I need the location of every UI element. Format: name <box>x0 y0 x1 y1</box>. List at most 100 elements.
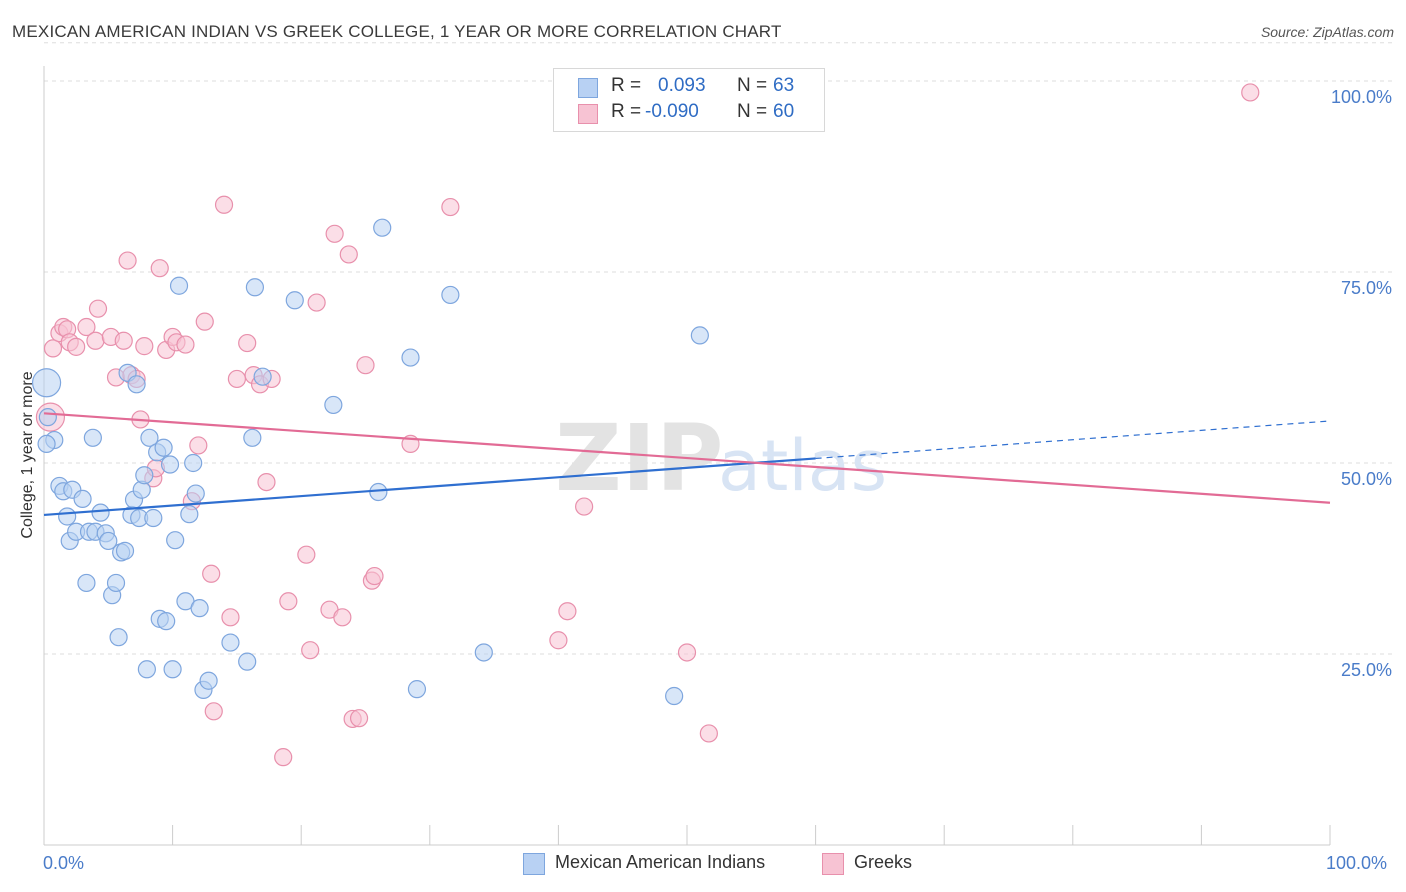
mexican-american-indians-point <box>31 368 62 398</box>
greeks-point <box>549 631 568 650</box>
x-tick-label-100: 100.0% <box>1326 853 1388 873</box>
greeks-point <box>189 436 208 455</box>
greeks-point <box>677 643 697 662</box>
stats-row-pink: R = -0.090 N = 60 <box>554 101 824 127</box>
mexican-american-indians-point <box>140 428 159 447</box>
r-label: R = <box>611 75 642 96</box>
mexican-american-indians-point <box>135 466 154 485</box>
greeks-point <box>279 592 298 611</box>
x-tick-label-0: 0.0% <box>43 853 85 873</box>
pink-swatch-icon <box>822 853 844 875</box>
legend-label: Mexican American Indians <box>555 852 766 872</box>
mexican-american-indians-point <box>245 278 265 297</box>
blue-trend-extension <box>815 420 1331 460</box>
greeks-point <box>195 312 214 331</box>
mexican-american-indians-point <box>58 507 77 526</box>
greeks-point <box>349 709 369 728</box>
mexican-american-indians-point <box>221 633 240 652</box>
greeks-point <box>257 473 276 492</box>
mexican-american-indians-point <box>91 503 110 522</box>
pink-swatch-icon <box>578 104 598 124</box>
mexican-american-indians-point <box>109 628 128 647</box>
mexican-american-indians-point <box>154 438 173 457</box>
r-value: -0.090 <box>645 101 699 122</box>
y-tick-label-50: 50.0% <box>1340 469 1392 489</box>
greeks-point <box>558 602 577 621</box>
source-label: Source: ZipAtlas.com <box>1260 24 1394 40</box>
greeks-point <box>221 608 240 627</box>
y-axis-label: College, 1 year or more <box>19 371 36 539</box>
greeks-point <box>118 251 137 270</box>
legend-label: Greeks <box>854 852 913 872</box>
n-label: N = <box>737 75 768 96</box>
n-value: 60 <box>773 101 795 122</box>
mexican-american-indians-point <box>163 660 182 679</box>
greeks-point <box>333 608 352 627</box>
mexican-american-indians-points <box>31 218 709 706</box>
n-value: 63 <box>773 75 795 96</box>
mexican-american-indians-point <box>77 573 96 593</box>
chart-title: MEXICAN AMERICAN INDIAN VS GREEK COLLEGE… <box>12 22 782 41</box>
mexican-american-indians-point <box>369 482 388 502</box>
n-label: N = <box>737 101 768 122</box>
mexican-american-indians-point <box>690 326 709 345</box>
greeks-point <box>274 748 293 767</box>
mexican-american-indians-point <box>238 652 257 671</box>
greeks-point <box>77 317 96 337</box>
mexican-american-indians-point <box>253 367 272 386</box>
mexican-american-indians-point <box>184 453 203 473</box>
mexican-american-indians-point <box>99 531 118 551</box>
greeks-point <box>204 702 223 721</box>
greeks-point <box>86 331 105 350</box>
greeks-point <box>43 339 63 358</box>
blue-trend-line <box>43 457 816 517</box>
greeks-point <box>135 337 154 356</box>
mexican-american-indians-point <box>115 541 135 560</box>
greeks-point <box>575 497 594 516</box>
greeks-point <box>307 293 326 312</box>
stats-box: R = 0.093 N = 63 R = -0.090 N = 60 <box>553 68 825 132</box>
mexican-american-indians-point <box>127 375 146 394</box>
mexican-american-indians-point <box>38 408 57 427</box>
mexican-american-indians-point <box>160 455 180 474</box>
greeks-point <box>339 245 358 264</box>
greeks-point <box>176 335 195 354</box>
r-value: 0.093 <box>658 75 706 96</box>
pink-trend-line <box>43 412 1331 504</box>
greeks-point <box>1241 83 1260 102</box>
mexican-american-indians-point <box>407 680 427 699</box>
greeks-point <box>227 369 246 389</box>
stats-row-blue: R = 0.093 N = 63 <box>554 75 824 101</box>
mexican-american-indians-point <box>285 291 304 310</box>
greeks-point <box>88 299 108 318</box>
blue-swatch-icon <box>523 853 545 875</box>
r-label: R = <box>611 101 642 122</box>
mexican-american-indians-point <box>180 505 199 524</box>
mexican-american-indians-point <box>199 671 218 690</box>
mexican-american-indians-point <box>401 348 420 367</box>
greeks-point <box>325 224 344 243</box>
mexican-american-indians-point <box>166 531 185 550</box>
mexican-american-indians-point <box>137 660 156 679</box>
greeks-point <box>301 641 320 660</box>
mexican-american-indians-point <box>186 484 205 503</box>
mexican-american-indians-point <box>373 218 392 237</box>
mexican-american-indians-point <box>169 276 189 295</box>
y-tick-label-75: 75.0% <box>1340 278 1392 298</box>
greeks-point <box>114 331 133 350</box>
mexican-american-indians-point <box>73 489 92 509</box>
greeks-point <box>297 545 316 564</box>
mexican-american-indians-point <box>83 428 102 447</box>
mexican-american-indians-point <box>157 612 176 631</box>
y-tick-label-100: 100.0% <box>1330 87 1392 107</box>
mexican-american-indians-point <box>474 643 493 662</box>
mexican-american-indians-point <box>243 428 262 447</box>
mexican-american-indians-point <box>144 508 163 528</box>
greeks-point <box>202 564 221 583</box>
mexican-american-indians-point <box>665 686 684 706</box>
greeks-point <box>238 333 257 353</box>
mexican-american-indians-point <box>106 573 126 593</box>
mexican-american-indians-point <box>441 285 460 305</box>
greeks-point <box>356 356 375 375</box>
